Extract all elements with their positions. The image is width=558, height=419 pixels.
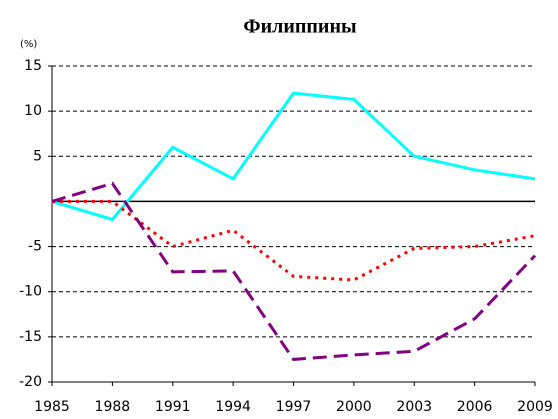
x-tick-label: 1994 xyxy=(215,399,251,415)
series-line xyxy=(51,91,536,222)
x-tick-label: 1985 xyxy=(34,399,70,415)
y-tick-label: -10 xyxy=(19,284,42,300)
x-tick-label: 2003 xyxy=(396,399,432,415)
y-tick-label: -5 xyxy=(28,239,42,255)
x-tick-label: 2006 xyxy=(457,399,493,415)
y-axis-label: (%) xyxy=(20,39,37,50)
y-tick-label: 15 xyxy=(24,58,42,74)
y-tick-label: 10 xyxy=(24,103,42,119)
y-tick-label: 5 xyxy=(33,148,42,164)
x-tick-label: 2000 xyxy=(336,399,372,415)
x-tick-label: 1997 xyxy=(276,399,312,415)
y-tick-label: -20 xyxy=(19,374,42,390)
series-line xyxy=(51,181,537,361)
x-tick-label: 1988 xyxy=(95,399,131,415)
y-tick-label: -15 xyxy=(19,329,42,345)
series-line xyxy=(52,199,536,282)
x-tick-label: 1991 xyxy=(155,399,191,415)
x-tick-label: 2009 xyxy=(517,399,553,415)
chart-title: Филиппины xyxy=(243,16,357,38)
